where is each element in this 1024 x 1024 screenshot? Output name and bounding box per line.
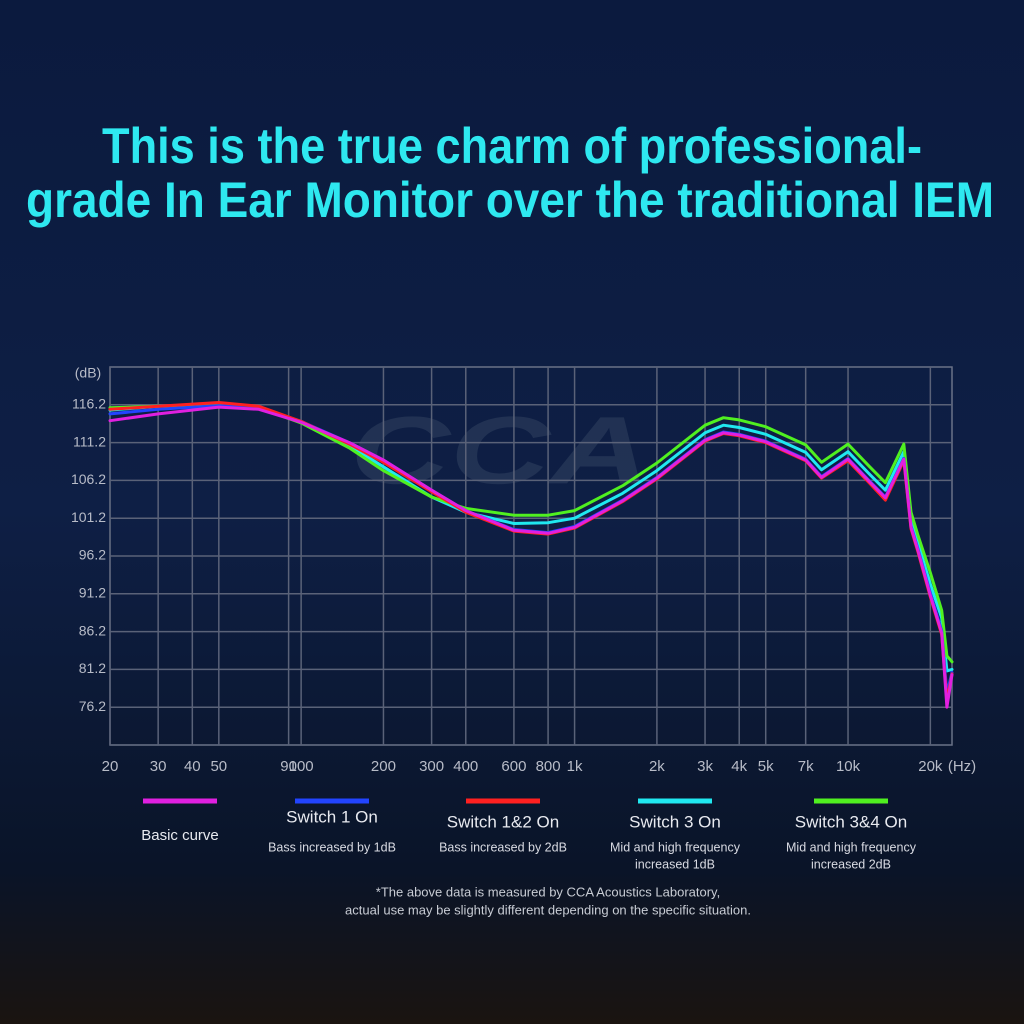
grid: 76.2 81.2 86.2 91.2 96.2 101.2 106.2 111.2 116.2… [71,367,952,775]
x-tick-label: 40 [184,758,201,775]
x-tick-label: 1k [567,758,583,775]
legend-label: Basic curve [141,827,219,844]
y-tick-label: 116.2 [72,396,106,412]
x-tick-label: 7k [798,758,814,775]
x-tick-label: 90 [280,758,297,775]
x-tick-label: 30 [150,758,167,775]
legend-description: increased 1dB [635,857,715,871]
x-tick-label: 4k [731,758,747,775]
x-tick-label: 400 [453,758,478,775]
legend-description: Mid and high frequency [786,840,917,854]
x-tick-label: 300 [419,758,444,775]
x-tick-label: 3k [697,758,713,775]
x-tick-label: 200 [371,758,396,775]
x-tick-label: 2k [649,758,665,775]
x-tick-label: 20k [918,758,943,775]
title-line: This is the true charm of professional- [102,118,922,174]
legend-label: Switch 3 On [629,812,721,831]
legend: Basic curve Switch 1 On Bass increased by … [141,798,917,871]
y-tick-label: 101.2 [71,509,106,525]
legend-description: Bass increased by 1dB [268,840,396,854]
legend-description: increased 2dB [811,857,891,871]
legend-description: Bass increased by 2dB [439,840,567,854]
legend-label: Switch 1 On [286,807,378,826]
x-tick-label: 10k [836,758,861,775]
curve [108,405,954,709]
y-tick-label: 86.2 [79,622,106,638]
y-tick-label: 81.2 [79,660,106,676]
x-tick-label: 600 [501,758,526,775]
y-tick-label: 91.2 [79,585,106,601]
y-tick-label: 106.2 [71,471,106,487]
y-tick-label: 111.2 [73,433,106,449]
y-axis-label: (dB) [75,365,101,381]
footnote: *The above data is measured by CCA Acous… [376,884,720,899]
watermark: CCA [350,397,650,504]
x-axis-label: (Hz) [948,758,976,775]
x-tick-label: 5k [758,758,774,775]
legend-description: Mid and high frequency [610,840,741,854]
footnote: actual use may be slightly different dep… [345,902,751,917]
x-tick-label: 100 [289,758,314,775]
y-tick-label: 96.2 [79,547,106,563]
title-line: grade In Ear Monitor over the traditiona… [26,172,994,228]
curves [108,401,954,709]
x-tick-label: 50 [210,758,227,775]
x-tick-label: 20 [102,758,119,775]
x-tick-label: 800 [536,758,561,775]
curve [108,403,954,664]
legend-label: Switch 1&2 On [447,812,559,831]
legend-label: Switch 3&4 On [795,812,907,831]
y-tick-label: 76.2 [79,698,106,714]
